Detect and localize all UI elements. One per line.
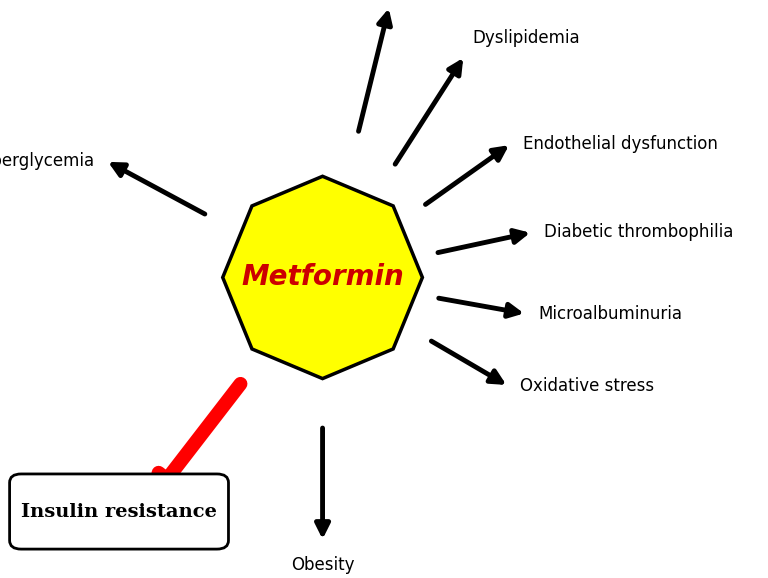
Text: Endothelial dysfunction: Endothelial dysfunction: [523, 135, 717, 153]
Text: Dyslipidemia: Dyslipidemia: [472, 29, 580, 47]
Text: Diabetic thrombophilia: Diabetic thrombophilia: [545, 223, 733, 241]
Text: Obesity: Obesity: [291, 557, 354, 575]
Text: Microalbuminuria: Microalbuminuria: [538, 305, 682, 323]
Text: Insulin resistance: Insulin resistance: [21, 502, 217, 521]
FancyBboxPatch shape: [9, 474, 229, 549]
Text: Oxidative stress: Oxidative stress: [520, 377, 654, 395]
Text: Metformin: Metformin: [241, 264, 404, 291]
Polygon shape: [223, 176, 422, 379]
Text: Hyperglycemia: Hyperglycemia: [0, 151, 94, 169]
